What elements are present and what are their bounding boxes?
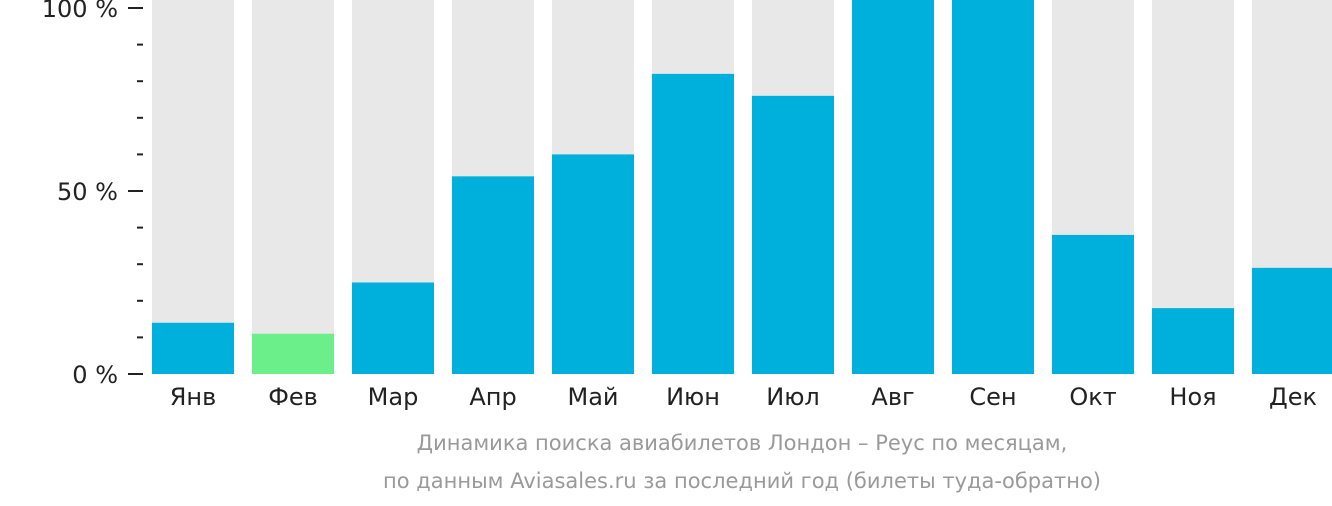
x-tick-label-month-6: Июн (666, 383, 720, 411)
chart-caption-line2: по данным Aviasales.ru за последний год … (383, 469, 1101, 493)
x-tick-label-month-3: Мар (368, 383, 419, 411)
y-tick-label: 50 % (57, 178, 118, 206)
bar-month-10[interactable] (1052, 234, 1134, 374)
bar-month-1[interactable] (152, 322, 234, 374)
x-tick-label-month-4: Апр (469, 383, 516, 411)
bar-month-2[interactable] (252, 333, 334, 374)
x-tick-label-month-10: Окт (1069, 383, 1116, 411)
bar-month-3[interactable] (352, 282, 434, 375)
bar-track-month-1 (152, 0, 234, 374)
bar-month-11[interactable] (1152, 308, 1234, 374)
bar-month-7[interactable] (752, 95, 834, 374)
x-tick-label-month-7: Июл (766, 383, 820, 411)
bar-month-4[interactable] (452, 176, 534, 374)
x-tick-label-month-9: Сен (969, 383, 1016, 411)
bar-month-12[interactable] (1252, 267, 1332, 374)
x-axis-labels: Янв Фев Мар Апр Май Июн Июл Авг Сен Окт Ноя Дек (170, 383, 1317, 411)
x-tick-label-month-1: Янв (170, 383, 217, 411)
x-tick-label-month-5: Май (567, 383, 618, 411)
x-tick-label-month-11: Ноя (1169, 383, 1216, 411)
bar-month-6[interactable] (652, 73, 734, 374)
chart-caption-line1: Динамика поиска авиабилетов Лондон – Реу… (417, 431, 1068, 455)
bars-layer (152, 0, 1332, 374)
x-tick-label-month-2: Фев (268, 383, 318, 411)
y-tick-label: 100 % (42, 0, 118, 23)
y-axis: 0 % 50 % 100 % (42, 0, 143, 389)
bar-month-8[interactable] (852, 0, 934, 374)
bar-month-5[interactable] (552, 154, 634, 374)
bar-track-month-2 (252, 0, 334, 374)
x-tick-label-month-8: Авг (871, 383, 914, 411)
y-tick-label: 0 % (72, 361, 118, 389)
bar-month-9[interactable] (952, 0, 1034, 374)
x-tick-label-month-12: Дек (1269, 383, 1317, 411)
